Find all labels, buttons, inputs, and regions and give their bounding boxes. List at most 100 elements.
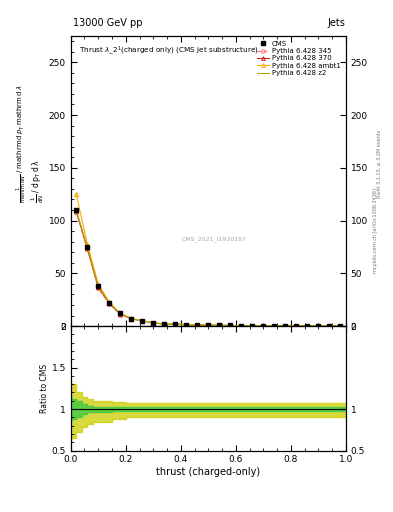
Pythia 6.428 345 — [162, 321, 167, 327]
Line: Pythia 6.428 z2: Pythia 6.428 z2 — [76, 210, 340, 326]
Pythia 6.428 370 — [140, 318, 145, 324]
Text: mcplots.cern.ch [arXiv:1306.3436]: mcplots.cern.ch [arXiv:1306.3436] — [373, 188, 378, 273]
Text: $\frac{1}{\mathrm{mathrm}\,\mathrm{d}N}$ / $\mathrm{mathrm}\,\mathrm{d}\,p_T\,\m: $\frac{1}{\mathrm{mathrm}\,\mathrm{d}N}$… — [15, 84, 29, 203]
Line: Pythia 6.428 345: Pythia 6.428 345 — [74, 210, 342, 328]
Pythia 6.428 z2 — [261, 323, 266, 329]
Pythia 6.428 370 — [74, 208, 79, 214]
Pythia 6.428 370 — [129, 316, 134, 322]
Pythia 6.428 370 — [327, 323, 332, 329]
Pythia 6.428 ambt1 — [107, 299, 112, 305]
Pythia 6.428 370 — [151, 320, 156, 326]
Pythia 6.428 ambt1 — [85, 241, 90, 247]
CMS — [239, 323, 244, 329]
Pythia 6.428 345 — [173, 321, 178, 327]
CMS — [206, 322, 211, 328]
Pythia 6.428 ambt1 — [140, 318, 145, 324]
Pythia 6.428 ambt1 — [250, 323, 255, 329]
Pythia 6.428 z2 — [338, 323, 343, 329]
Pythia 6.428 370 — [338, 323, 343, 329]
CMS — [184, 322, 189, 328]
Pythia 6.428 345 — [316, 323, 321, 329]
Pythia 6.428 ambt1 — [184, 322, 189, 328]
Pythia 6.428 370 — [206, 322, 211, 328]
Pythia 6.428 370 — [107, 301, 112, 307]
Pythia 6.428 z2 — [173, 321, 178, 327]
Pythia 6.428 370 — [261, 323, 266, 329]
Pythia 6.428 z2 — [184, 322, 189, 328]
CMS — [195, 322, 200, 328]
Pythia 6.428 z2 — [206, 322, 211, 328]
CMS — [162, 321, 167, 327]
Pythia 6.428 370 — [195, 322, 200, 328]
X-axis label: thrust (charged-only): thrust (charged-only) — [156, 467, 260, 477]
Pythia 6.428 z2 — [228, 323, 233, 329]
Pythia 6.428 370 — [283, 323, 288, 329]
Y-axis label: Ratio to CMS: Ratio to CMS — [40, 364, 49, 413]
Pythia 6.428 345 — [140, 318, 145, 324]
Pythia 6.428 345 — [217, 323, 222, 329]
Pythia 6.428 z2 — [239, 323, 244, 329]
Legend: CMS, Pythia 6.428 345, Pythia 6.428 370, Pythia 6.428 ambt1, Pythia 6.428 z2: CMS, Pythia 6.428 345, Pythia 6.428 370,… — [255, 39, 342, 78]
Pythia 6.428 z2 — [327, 323, 332, 329]
Line: CMS: CMS — [74, 207, 343, 328]
CMS — [173, 321, 178, 327]
Pythia 6.428 345 — [107, 301, 112, 307]
CMS — [228, 323, 233, 329]
Pythia 6.428 z2 — [118, 310, 123, 316]
Pythia 6.428 z2 — [283, 323, 288, 329]
CMS — [272, 323, 277, 329]
Pythia 6.428 ambt1 — [239, 323, 244, 329]
Pythia 6.428 370 — [272, 323, 277, 329]
Pythia 6.428 ambt1 — [316, 323, 321, 329]
Pythia 6.428 345 — [151, 320, 156, 326]
Pythia 6.428 ambt1 — [118, 310, 123, 316]
Pythia 6.428 345 — [228, 323, 233, 329]
Pythia 6.428 ambt1 — [305, 323, 310, 329]
Pythia 6.428 370 — [85, 245, 90, 251]
Pythia 6.428 z2 — [151, 320, 156, 326]
Pythia 6.428 z2 — [195, 322, 200, 328]
Pythia 6.428 z2 — [316, 323, 321, 329]
Line: Pythia 6.428 ambt1: Pythia 6.428 ambt1 — [74, 192, 342, 328]
Pythia 6.428 345 — [272, 323, 277, 329]
Pythia 6.428 z2 — [305, 323, 310, 329]
Pythia 6.428 370 — [316, 323, 321, 329]
Pythia 6.428 345 — [74, 209, 79, 215]
Pythia 6.428 370 — [305, 323, 310, 329]
Pythia 6.428 345 — [338, 323, 343, 329]
Pythia 6.428 ambt1 — [96, 281, 101, 287]
CMS — [261, 323, 266, 329]
CMS — [96, 283, 101, 289]
Line: Pythia 6.428 370: Pythia 6.428 370 — [74, 209, 342, 328]
Pythia 6.428 ambt1 — [327, 323, 332, 329]
Pythia 6.428 345 — [129, 316, 134, 322]
Pythia 6.428 ambt1 — [283, 323, 288, 329]
Pythia 6.428 370 — [162, 321, 167, 327]
Pythia 6.428 370 — [217, 322, 222, 328]
Pythia 6.428 370 — [228, 323, 233, 329]
Text: Thrust $\lambda\_2^1$(charged only) (CMS jet substructure): Thrust $\lambda\_2^1$(charged only) (CMS… — [79, 45, 259, 57]
CMS — [107, 300, 112, 306]
CMS — [140, 318, 145, 324]
Pythia 6.428 345 — [195, 322, 200, 328]
Pythia 6.428 z2 — [217, 323, 222, 329]
CMS — [129, 316, 134, 322]
CMS — [85, 244, 90, 250]
Pythia 6.428 345 — [250, 323, 255, 329]
Y-axis label: $\frac{1}{\rm dN}\ /\ \rm d\,p_T\,d\,\lambda$: $\frac{1}{\rm dN}\ /\ \rm d\,p_T\,d\,\la… — [29, 159, 46, 203]
Pythia 6.428 ambt1 — [206, 322, 211, 328]
Pythia 6.428 ambt1 — [129, 315, 134, 322]
Pythia 6.428 345 — [85, 246, 90, 252]
Pythia 6.428 345 — [283, 323, 288, 329]
Pythia 6.428 370 — [96, 284, 101, 290]
Pythia 6.428 ambt1 — [338, 323, 343, 329]
Pythia 6.428 ambt1 — [173, 321, 178, 327]
Pythia 6.428 370 — [173, 321, 178, 327]
CMS — [283, 323, 288, 329]
CMS — [338, 323, 343, 329]
Pythia 6.428 ambt1 — [162, 321, 167, 327]
Pythia 6.428 ambt1 — [261, 323, 266, 329]
Pythia 6.428 ambt1 — [228, 323, 233, 329]
Pythia 6.428 345 — [294, 323, 299, 329]
Text: 13000 GeV pp: 13000 GeV pp — [73, 18, 142, 28]
